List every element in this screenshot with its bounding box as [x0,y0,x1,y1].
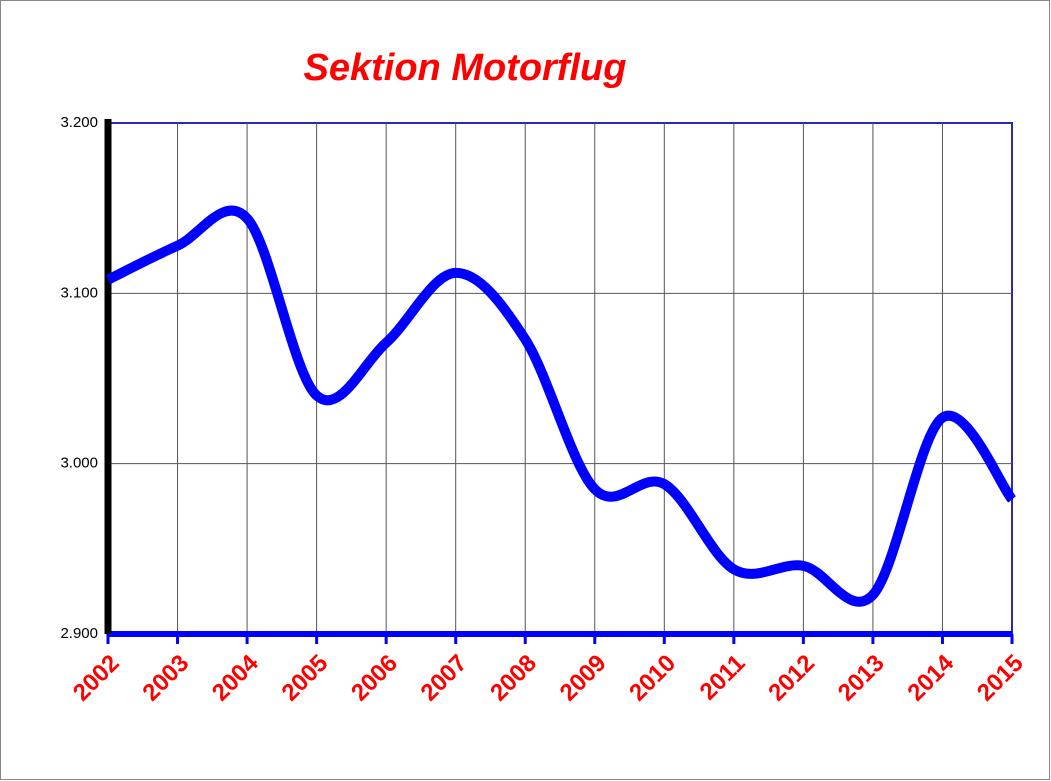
plot-area [107,122,1013,635]
y-tick-label: 2.900 [60,625,98,642]
y-tick-label: 3.100 [60,284,98,301]
y-tick-label: 3.000 [60,455,98,472]
data-line [105,205,1017,607]
chart-title: Sektion Motorflug [304,47,627,89]
y-tick-label: 3.200 [60,114,98,131]
